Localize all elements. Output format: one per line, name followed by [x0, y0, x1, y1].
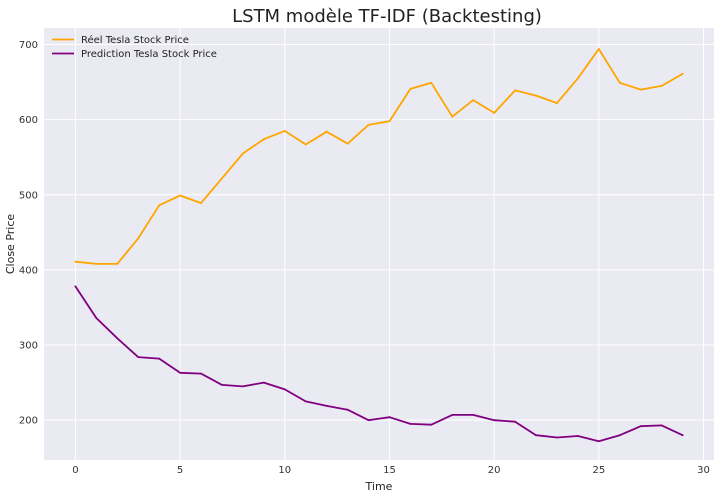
x-tick-label: 10 [278, 465, 291, 476]
x-tick-labels: 0 5 10 15 20 25 30 [72, 465, 710, 476]
reel-data-point [681, 72, 684, 75]
prediction-data-point [137, 356, 140, 358]
prediction-data-point [577, 435, 579, 437]
reel-data-point [577, 77, 579, 80]
reel-data-point [451, 115, 454, 118]
legend-label-prediction: Prediction Tesla Stock Price [81, 49, 217, 60]
reel-data-point [179, 194, 182, 197]
reel-data-point [221, 177, 223, 180]
prediction-data-point [242, 385, 244, 388]
series-line-reel [74, 48, 684, 265]
x-tick-label: 20 [488, 465, 501, 476]
prediction-data-point [535, 434, 537, 437]
prediction-data-point [74, 285, 77, 288]
prediction-data-point [200, 372, 202, 375]
reel-data-point [556, 102, 558, 104]
reel-data-point [493, 112, 496, 114]
prediction-data-point [262, 381, 265, 384]
reel-data-point [388, 120, 391, 123]
prediction-data-point [221, 384, 223, 386]
reel-data-point [158, 204, 161, 207]
legend-label-reel: Réel Tesla Stock Price [81, 34, 189, 46]
x-axis-label: Time [365, 480, 393, 493]
prediction-data-point [325, 405, 328, 407]
prediction-data-point [472, 414, 475, 416]
reel-data-point [535, 94, 537, 97]
reel-data-point [409, 88, 412, 90]
y-tick-label: 500 [19, 190, 38, 201]
y-tick-label: 400 [19, 265, 38, 276]
prediction-data-point [493, 419, 496, 422]
prediction-data-point [367, 419, 370, 422]
reel-data-point [283, 130, 286, 132]
grid-lines [44, 28, 714, 460]
y-tick-label: 700 [19, 40, 38, 51]
x-tick-label: 5 [177, 465, 183, 476]
reel-data-point [262, 138, 265, 141]
x-tick-label: 0 [72, 465, 78, 476]
prediction-data-point [346, 408, 349, 411]
legend: Réel Tesla Stock Price Prediction Tesla … [52, 34, 217, 60]
reel-data-point [325, 130, 328, 133]
reel-data-point [137, 237, 140, 240]
reel-data-point [660, 85, 663, 87]
x-tick-label: 25 [592, 465, 605, 476]
reel-data-point [95, 263, 98, 265]
prediction-data-point [179, 371, 182, 374]
prediction-data-point [116, 337, 119, 340]
prediction-data-point [158, 357, 161, 360]
prediction-data-point [639, 425, 642, 428]
prediction-data-point [514, 420, 516, 423]
reel-data-point [639, 88, 642, 91]
reel-data-point [242, 152, 244, 155]
prediction-data-point [388, 416, 391, 419]
reel-data-point [346, 142, 349, 145]
reel-data-point [618, 81, 621, 84]
reel-data-point [597, 48, 600, 50]
prediction-data-point [597, 440, 600, 443]
prediction-data-point [430, 423, 433, 426]
prediction-data-point [95, 317, 98, 319]
reel-data-point [200, 202, 202, 205]
reel-data-point [430, 81, 433, 84]
x-tick-label: 15 [383, 465, 396, 476]
reel-data-point [367, 124, 370, 126]
reel-data-point [74, 260, 77, 263]
y-axis-label: Close Price [4, 214, 17, 275]
prediction-data-point [681, 434, 684, 437]
series-line-prediction [74, 285, 684, 443]
reel-data-point [304, 143, 307, 146]
x-tick-label: 30 [697, 465, 710, 476]
y-tick-labels: 200 300 400 500 600 700 [19, 40, 38, 427]
prediction-data-point [660, 424, 663, 427]
reel-data-point [116, 263, 119, 265]
prediction-data-point [409, 423, 412, 425]
chart-title: LSTM modèle TF-IDF (Backtesting) [232, 6, 542, 27]
y-tick-label: 200 [19, 416, 38, 427]
prediction-data-point [451, 414, 454, 416]
series-lines [74, 48, 684, 443]
prediction-data-point [556, 436, 558, 439]
prediction-data-point [618, 434, 621, 437]
y-tick-label: 600 [19, 115, 38, 126]
y-tick-label: 300 [19, 341, 38, 352]
prediction-data-point [304, 400, 307, 403]
plot-area [44, 28, 714, 460]
reel-data-point [514, 89, 516, 92]
prediction-data-point [283, 388, 286, 391]
reel-data-point [472, 99, 475, 101]
